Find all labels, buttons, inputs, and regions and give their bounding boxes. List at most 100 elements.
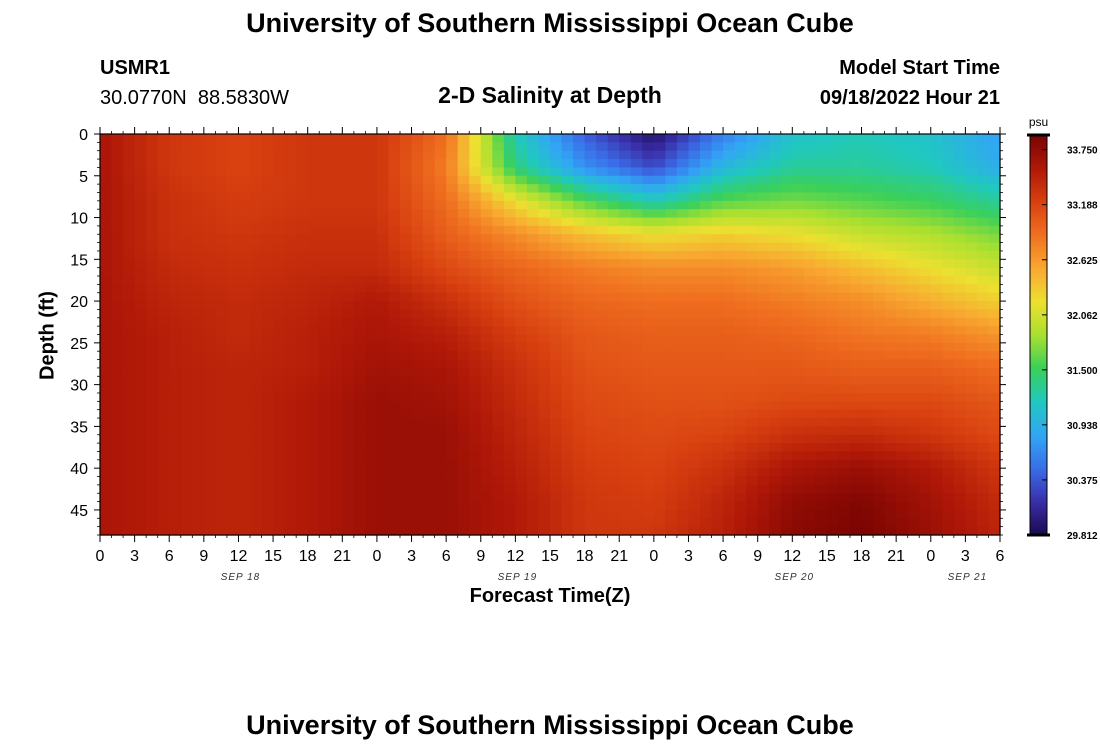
heatmap-cell <box>619 518 632 528</box>
y-tick-label: 30 <box>70 378 88 395</box>
heatmap-cell <box>261 276 274 285</box>
heatmap-cell <box>550 518 563 528</box>
heatmap-cell <box>550 276 563 285</box>
heatmap-cell <box>434 351 447 361</box>
heatmap-cell <box>700 292 713 302</box>
heatmap-cell <box>619 392 632 402</box>
heatmap-cell <box>215 167 228 177</box>
heatmap-cell <box>261 200 274 210</box>
heatmap-cell <box>146 484 159 494</box>
heatmap-cell <box>769 409 782 419</box>
heatmap-cell <box>976 459 990 469</box>
heatmap-cell <box>826 468 840 478</box>
heatmap-cell <box>550 509 563 519</box>
heatmap-cell <box>815 342 828 352</box>
heatmap-cell <box>826 175 840 185</box>
heatmap-cell <box>284 200 297 210</box>
heatmap-cell <box>215 284 228 294</box>
heatmap-cell <box>596 134 609 143</box>
heatmap-cell <box>215 292 228 302</box>
heatmap-cell <box>330 392 343 402</box>
heatmap-cell <box>157 526 170 536</box>
heatmap-cell <box>284 284 297 294</box>
heatmap-cell <box>111 384 124 394</box>
heatmap-cell <box>469 150 482 160</box>
heatmap-cell <box>561 142 574 152</box>
heatmap-cell <box>284 134 297 143</box>
heatmap-cell <box>469 351 482 361</box>
heatmap-cell <box>780 409 793 419</box>
heatmap-cell <box>538 209 551 219</box>
heatmap-cell <box>561 443 574 453</box>
heatmap-cell <box>988 184 1001 194</box>
heatmap-cell <box>526 142 540 152</box>
heatmap-cell <box>769 217 782 227</box>
heatmap-cell <box>757 184 770 194</box>
heatmap-cell <box>353 359 366 369</box>
heatmap-cell <box>492 167 505 177</box>
heatmap-cell <box>238 376 251 386</box>
heatmap-cell <box>342 484 355 494</box>
heatmap-cell <box>123 150 136 160</box>
heatmap-cell <box>769 459 782 469</box>
heatmap-cell <box>965 209 978 219</box>
heatmap-cell <box>826 159 840 169</box>
y-tick-label: 5 <box>79 169 88 186</box>
heatmap-cell <box>838 217 851 227</box>
heatmap-cell <box>734 334 747 344</box>
colorbar-swatch <box>1030 175 1047 178</box>
heatmap-cell <box>250 509 263 519</box>
heatmap-cell <box>492 134 505 143</box>
heatmap-cell <box>480 301 493 311</box>
heatmap-cell <box>273 309 286 319</box>
heatmap-cell <box>250 209 263 219</box>
heatmap-cell <box>896 367 909 377</box>
heatmap-cell <box>550 317 563 327</box>
heatmap-cell <box>700 351 713 361</box>
heatmap-cell <box>538 359 551 369</box>
heatmap-cell <box>896 484 909 494</box>
heatmap-cell <box>780 359 793 369</box>
colorbar-swatch <box>1030 493 1047 496</box>
heatmap-cell <box>215 192 228 202</box>
heatmap-cell <box>400 292 413 302</box>
heatmap-cell <box>319 225 332 235</box>
heatmap-cell <box>238 401 251 411</box>
heatmap-cell <box>169 476 182 486</box>
heatmap-cell <box>388 468 401 478</box>
heatmap-cell <box>111 434 124 444</box>
heatmap-cell <box>250 434 263 444</box>
heatmap-cell <box>619 484 632 494</box>
heatmap-cell <box>988 384 1001 394</box>
heatmap-cell <box>192 259 205 269</box>
heatmap-cell <box>803 476 816 486</box>
heatmap-cell <box>400 367 413 377</box>
heatmap-cell <box>423 384 436 394</box>
heatmap-cell <box>769 184 782 194</box>
heatmap-cell <box>157 418 170 427</box>
heatmap-cell <box>261 167 274 177</box>
heatmap-cell <box>700 276 713 285</box>
heatmap-cell <box>192 167 205 177</box>
heatmap-cell <box>330 367 343 377</box>
heatmap-cell <box>261 259 274 269</box>
heatmap-cell <box>919 334 932 344</box>
heatmap-cell <box>665 501 678 511</box>
colorbar-swatch <box>1030 375 1047 378</box>
heatmap-cell <box>792 468 805 478</box>
heatmap-cell <box>630 476 643 486</box>
heatmap-cell <box>700 134 713 143</box>
heatmap-cell <box>826 459 840 469</box>
heatmap-cell <box>780 259 793 269</box>
heatmap-cell <box>146 426 159 436</box>
heatmap-cell <box>250 367 263 377</box>
heatmap-cell <box>296 242 309 252</box>
heatmap-cell <box>861 242 874 252</box>
heatmap-cell <box>330 468 343 478</box>
heatmap-cell <box>180 459 193 469</box>
heatmap-cell <box>273 259 286 269</box>
heatmap-cell <box>953 225 966 235</box>
heatmap-cell <box>953 493 966 503</box>
heatmap-cell <box>550 167 563 177</box>
heatmap-cell <box>284 317 297 327</box>
